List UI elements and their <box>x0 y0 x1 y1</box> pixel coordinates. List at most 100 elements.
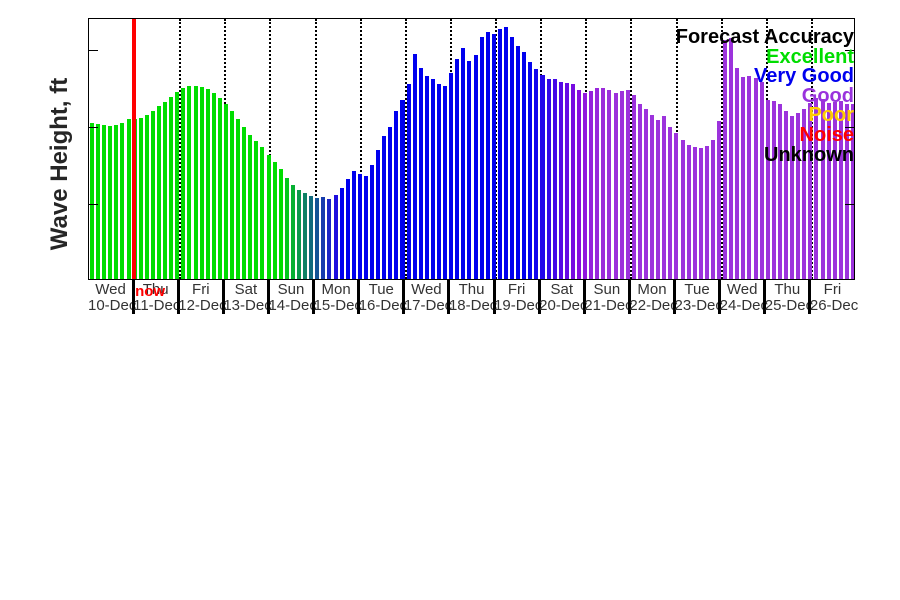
bar <box>570 84 575 279</box>
day-of-week: Sat <box>234 281 258 298</box>
day-date: 14-Dec <box>268 296 317 314</box>
bar <box>832 101 837 279</box>
x-axis-day-label: Mon 15-Dec <box>314 281 362 314</box>
bar <box>717 121 722 279</box>
bar <box>601 88 606 279</box>
x-axis-day-label: Wed 17-Dec <box>403 282 453 314</box>
bar <box>230 111 235 279</box>
bar <box>437 84 442 279</box>
day-date: 13-Dec <box>223 296 272 314</box>
bar <box>838 101 843 279</box>
bar <box>796 113 801 279</box>
bar <box>242 126 247 279</box>
bar <box>376 149 381 279</box>
bar <box>388 126 393 279</box>
bar <box>424 75 429 279</box>
bar <box>412 53 417 279</box>
x-axis-day-label: Fri 12-Dec <box>178 281 226 314</box>
y-tick-mark <box>89 126 98 128</box>
x-axis-day-tick <box>808 280 812 314</box>
bar <box>510 37 515 279</box>
bar <box>205 89 210 279</box>
bar <box>266 154 271 279</box>
bar <box>516 45 521 279</box>
gridline-day <box>495 19 498 279</box>
bar <box>546 79 551 279</box>
bar <box>850 103 854 279</box>
day-of-week: Fri <box>192 281 210 298</box>
x-axis-day-label: Tue 16-Dec <box>358 281 408 314</box>
x-axis-day-label: Sat 13-Dec <box>223 281 272 314</box>
x-axis-day-tick <box>266 280 270 314</box>
y-axis-title: Wave Height, ft <box>46 77 73 251</box>
x-axis-day-label: Wed 24-Dec <box>719 282 768 314</box>
bar <box>503 26 508 279</box>
bar <box>406 84 411 279</box>
bar <box>211 93 216 279</box>
gridline-day <box>359 19 362 279</box>
bar <box>333 195 338 279</box>
bar <box>558 81 563 279</box>
bar <box>455 58 460 279</box>
bar <box>656 120 661 279</box>
bar <box>808 102 813 279</box>
bar <box>108 125 113 279</box>
x-axis-day-label: Thu 11-Dec <box>133 281 181 314</box>
y-tick-mark <box>845 203 854 205</box>
gridline-day <box>404 19 407 279</box>
bar <box>692 147 697 279</box>
bar <box>631 94 636 279</box>
bar <box>674 133 679 279</box>
x-axis-day-label: Wed 10-Dec <box>88 281 136 314</box>
day-date: 11-Dec <box>133 296 181 314</box>
bar <box>181 88 186 279</box>
bar <box>418 67 423 279</box>
x-axis-day-tick <box>718 280 722 314</box>
bar <box>759 81 764 279</box>
x-axis-day-tick <box>447 280 451 314</box>
day-of-week: Tue <box>368 281 394 298</box>
x-axis-day-tick <box>673 280 677 314</box>
gridline-day <box>179 19 182 279</box>
bar <box>150 111 155 279</box>
x-axis-day-label: Fri 26-Dec <box>810 282 858 314</box>
x-axis-day-label: Fri 19-Dec <box>494 281 542 314</box>
gridline-day <box>314 19 317 279</box>
bar <box>284 178 289 279</box>
day-of-week: Wed <box>95 281 126 298</box>
y-tick-mark <box>845 126 854 128</box>
bar <box>820 98 825 279</box>
x-axis-day-tick <box>312 280 316 314</box>
x-axis-day-label: Thu 25-Dec <box>765 282 813 314</box>
bar <box>327 198 332 279</box>
y-tick-mark <box>845 49 854 51</box>
day-date: 22-Dec <box>629 296 678 314</box>
bar <box>187 86 192 279</box>
bar <box>777 103 782 279</box>
bar <box>540 74 545 279</box>
day-of-week: Mon <box>321 281 351 298</box>
bar <box>552 79 557 279</box>
bar <box>260 147 265 279</box>
x-axis-day-tick <box>402 280 406 314</box>
day-of-week: Thu <box>458 281 485 298</box>
now-marker-line <box>132 19 137 279</box>
day-date: 17-Dec <box>403 296 453 314</box>
day-date: 24-Dec <box>719 296 768 314</box>
day-date: 21-Dec <box>584 296 633 314</box>
day-of-week: Thu <box>142 281 169 298</box>
bar <box>278 169 283 279</box>
bar <box>473 54 478 279</box>
bar <box>345 178 350 279</box>
bar <box>217 97 222 279</box>
bar <box>175 92 180 279</box>
day-of-week: Fri <box>507 281 526 298</box>
y-tick-mark <box>89 49 98 51</box>
x-axis-day-label: Sun 21-Dec <box>584 282 633 314</box>
bar <box>680 139 685 279</box>
bar <box>747 75 752 279</box>
day-date: 16-Dec <box>358 296 408 314</box>
bar <box>138 117 143 279</box>
bar <box>430 79 435 279</box>
